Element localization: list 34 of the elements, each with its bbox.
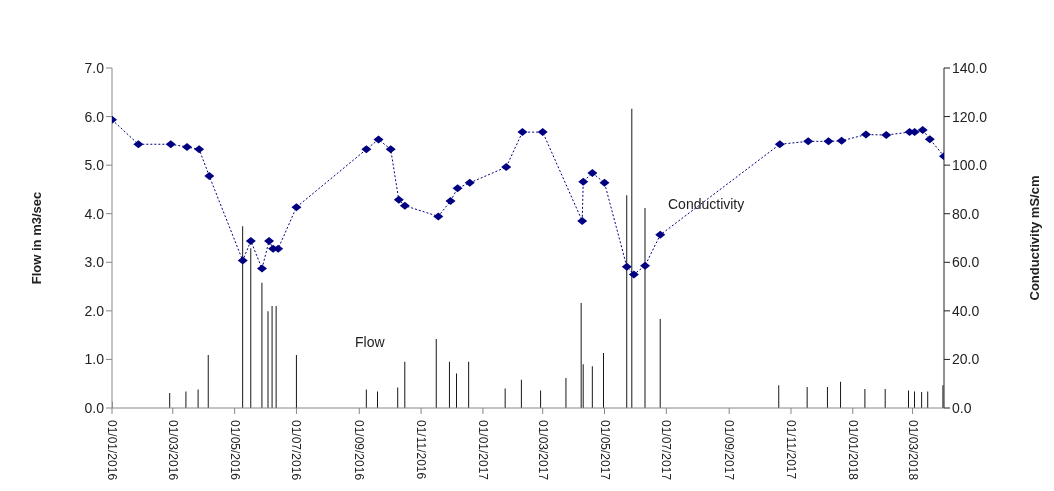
x-tick-label: 01/03/2016: [165, 420, 180, 481]
series-label: Flow: [355, 334, 385, 350]
y2-tick-label: 20.0: [952, 351, 980, 368]
y2-tick-label: 60.0: [952, 254, 980, 271]
x-tick-label: 01/05/2017: [597, 420, 612, 481]
x-tick-label: 01/07/2017: [659, 420, 674, 481]
x-tick-label: 01/03/2018: [905, 420, 920, 481]
x-tick-label: 01/05/2016: [227, 420, 242, 481]
x-tick-label: 01/09/2016: [352, 420, 367, 481]
x-tick-label: 01/11/2017: [783, 420, 798, 480]
y2-tick-label: 80.0: [952, 205, 980, 222]
y-tick-label: 5.0: [84, 157, 105, 174]
y2-tick-label: 100.0: [952, 157, 988, 174]
x-tick-label: 01/11/2016: [414, 420, 429, 480]
y-tick-label: 1.0: [84, 351, 105, 368]
x-tick-label: 01/09/2017: [722, 420, 737, 481]
y-tick-label: 2.0: [84, 302, 105, 319]
series-label: Conductivity: [668, 196, 745, 212]
x-tick-label: 01/07/2016: [289, 420, 304, 481]
y-tick-label: 7.0: [84, 59, 105, 76]
y-tick-label: 3.0: [84, 254, 105, 271]
y-tick-label: 6.0: [84, 108, 105, 125]
x-tick-label: 01/01/2017: [475, 420, 490, 481]
x-tick-label: 01/01/2018: [845, 420, 860, 481]
y-tick-label: 4.0: [84, 205, 105, 222]
y2-tick-label: 120.0: [952, 108, 988, 125]
y2-tick-label: 0.0: [952, 399, 972, 416]
y-axis-title: Flow in m3/sec: [28, 191, 44, 285]
y2-tick-label: 40.0: [952, 302, 980, 319]
y-tick-label: 0.0: [84, 399, 105, 416]
y2-tick-label: 140.0: [952, 59, 988, 76]
x-tick-label: 01/03/2017: [535, 420, 550, 481]
x-tick-label: 01/01/2016: [105, 420, 119, 481]
y2-axis-title: Conductivity mS/cm: [1026, 175, 1042, 301]
